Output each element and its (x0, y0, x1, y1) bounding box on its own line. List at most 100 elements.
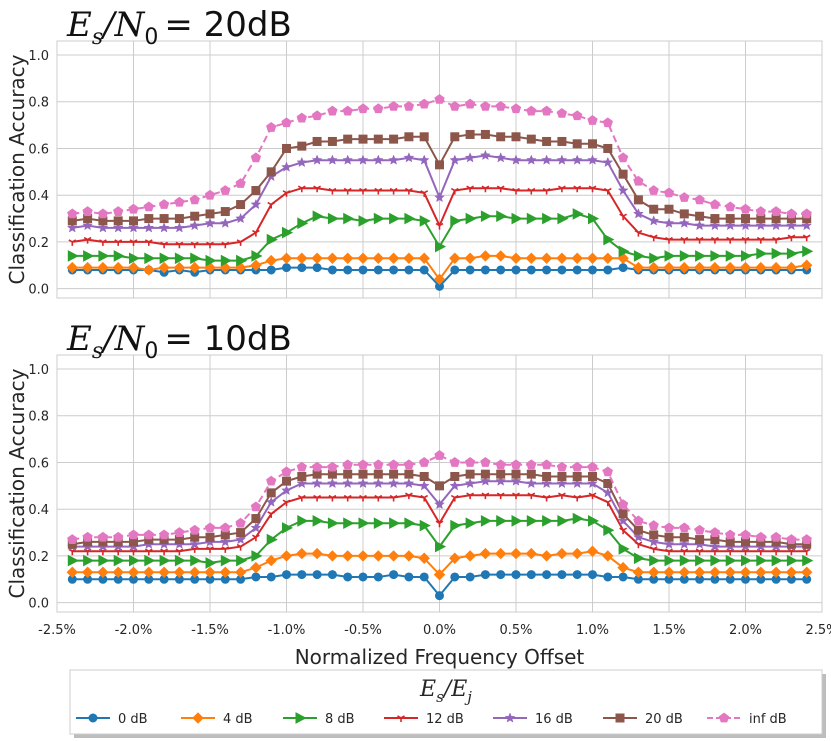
data-point (709, 219, 721, 231)
data-point (404, 132, 414, 142)
data-point (97, 222, 109, 233)
data-point (358, 134, 368, 144)
data-point (572, 471, 582, 481)
data-point (496, 570, 506, 580)
data-point (312, 570, 322, 580)
data-point (68, 239, 77, 246)
data-point (373, 459, 384, 470)
data-point (510, 252, 522, 264)
legend-marker (295, 712, 307, 724)
data-point (465, 572, 475, 582)
legend-entry: 8 dB (283, 712, 355, 727)
data-point (556, 461, 568, 472)
data-point (205, 557, 217, 569)
data-point (679, 554, 691, 567)
data-point (158, 222, 170, 233)
data-point (755, 531, 766, 542)
data-point (496, 492, 505, 500)
data-point (267, 511, 276, 518)
data-point (434, 498, 445, 510)
data-point (374, 494, 383, 502)
data-point (236, 543, 245, 551)
series-16-db (66, 149, 813, 233)
data-point (282, 522, 294, 534)
data-point (235, 517, 246, 528)
data-point (602, 117, 613, 128)
data-point (450, 572, 460, 582)
data-point (143, 201, 154, 212)
data-point (373, 469, 383, 479)
data-point (588, 185, 597, 193)
data-point (464, 152, 476, 163)
data-point (649, 234, 658, 242)
data-point (558, 185, 566, 193)
data-point (97, 566, 109, 578)
data-point (387, 550, 400, 562)
data-point (739, 566, 752, 578)
data-point (188, 261, 201, 274)
data-point (252, 534, 260, 542)
data-point (709, 566, 721, 578)
data-point (572, 208, 584, 220)
data-point (572, 265, 582, 275)
data-point (205, 209, 215, 219)
data-point (464, 98, 476, 109)
data-point (404, 469, 414, 479)
data-point (647, 566, 660, 578)
data-point (770, 219, 782, 231)
data-point (542, 212, 554, 225)
data-point (480, 210, 492, 223)
data-point (587, 461, 598, 472)
data-point (679, 192, 690, 202)
data-point (83, 250, 95, 262)
y-tick-label: 0.2 (28, 236, 49, 251)
data-point (250, 501, 262, 512)
data-point (236, 528, 246, 538)
data-point (710, 214, 720, 224)
data-point (495, 152, 507, 163)
data-point (236, 239, 245, 246)
data-point (357, 252, 369, 264)
data-point (558, 492, 566, 500)
data-point (602, 252, 614, 264)
series-8-db (67, 512, 814, 569)
data-point (602, 466, 613, 477)
data-point (618, 169, 628, 179)
data-point (479, 250, 492, 262)
data-point (113, 531, 124, 542)
data-point (755, 261, 767, 274)
series-4-db (66, 545, 813, 581)
data-point (419, 132, 429, 142)
data-point (557, 265, 567, 275)
data-point (236, 254, 248, 267)
data-point (327, 265, 337, 275)
data-point (67, 250, 79, 262)
data-point (449, 154, 461, 165)
data-point (664, 532, 674, 542)
data-point (281, 117, 292, 128)
series-inf-db (67, 450, 812, 544)
data-point (511, 469, 521, 479)
data-point (250, 561, 262, 574)
data-point (495, 459, 506, 470)
data-point (220, 554, 232, 567)
data-point (527, 187, 536, 195)
data-point (403, 101, 415, 111)
data-point (464, 550, 476, 562)
data-point (617, 515, 629, 526)
data-point (341, 550, 354, 562)
data-point (281, 466, 292, 477)
legend-label: 0 dB (118, 712, 148, 727)
data-point (296, 477, 308, 489)
data-point (296, 547, 308, 560)
data-point (296, 461, 307, 472)
data-point (526, 134, 536, 144)
data-point (726, 236, 735, 244)
data-point (511, 265, 521, 275)
data-point (480, 475, 491, 486)
data-point (618, 263, 628, 273)
series-20-db (67, 129, 812, 226)
data-point (418, 252, 430, 264)
data-point (510, 154, 522, 165)
